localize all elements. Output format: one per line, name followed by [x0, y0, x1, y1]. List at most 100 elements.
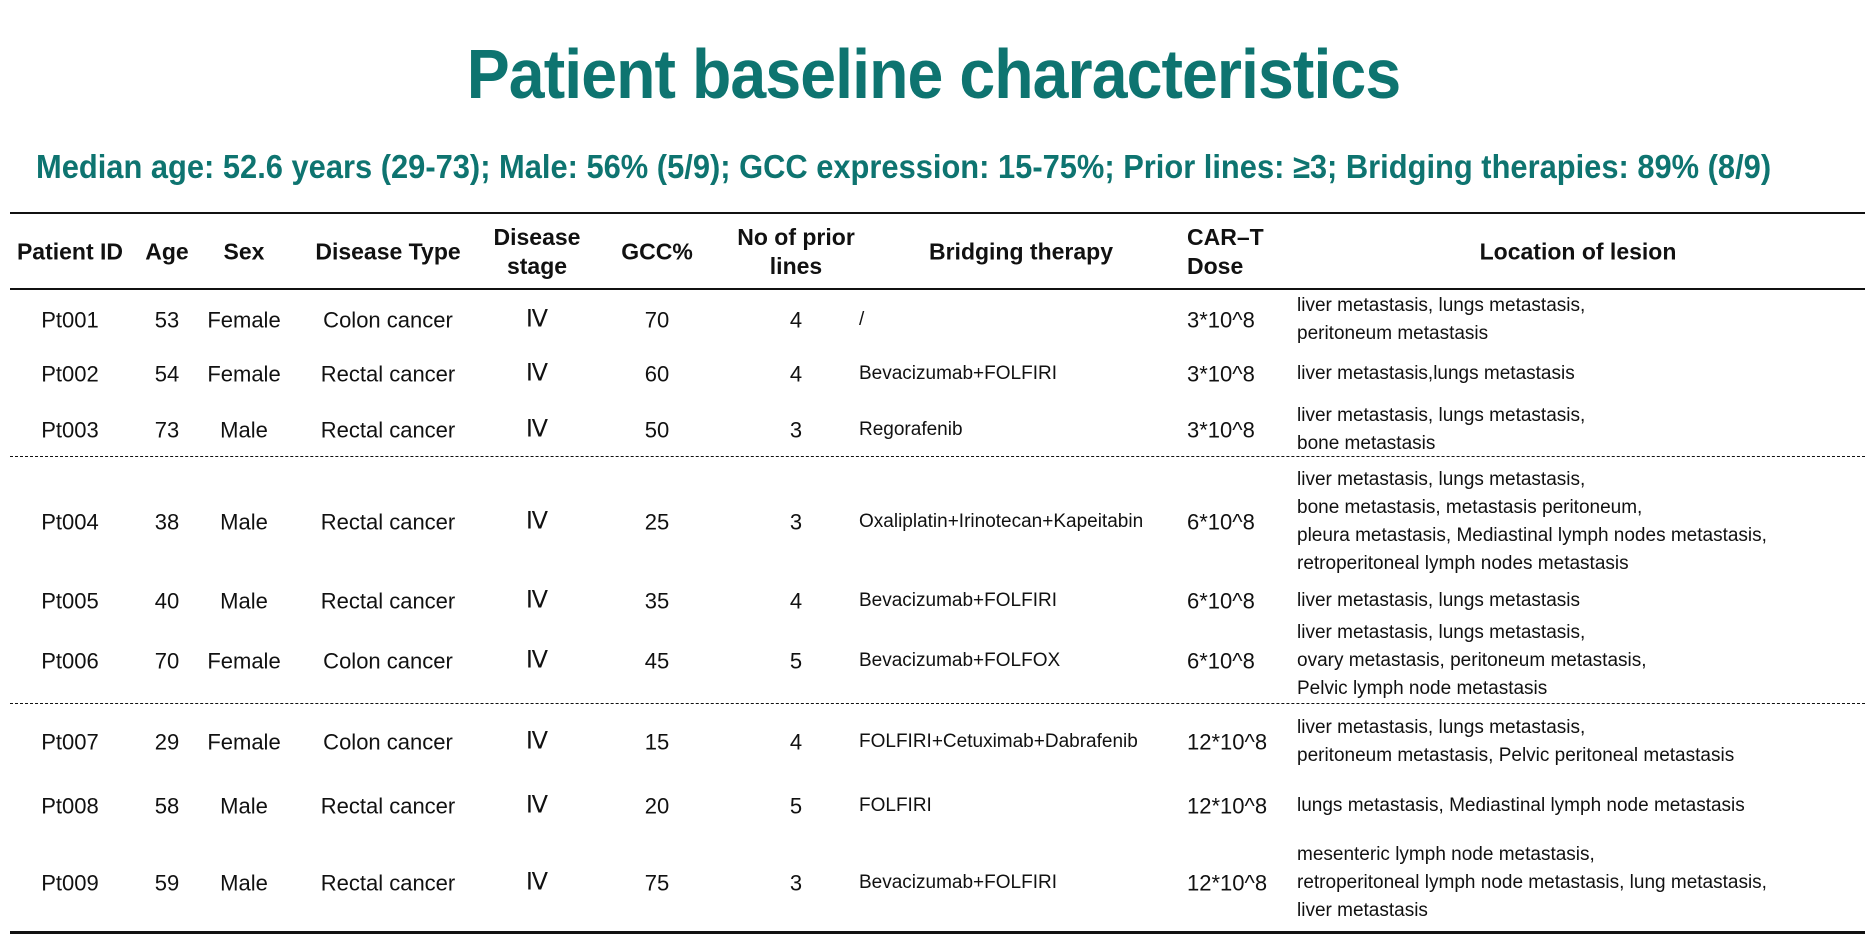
location-line: liver metastasis,lungs metastasis	[1297, 363, 1575, 384]
cell-disease-type: Rectal cancer	[320, 793, 456, 819]
cell-disease-type: Rectal cancer	[320, 509, 456, 535]
cell-sex: Male	[220, 793, 268, 819]
cell-cart-dose: 6*10^8	[1187, 648, 1255, 674]
cell-age: 73	[154, 417, 180, 443]
cell-disease-type: Rectal cancer	[320, 417, 456, 443]
cell-cart-dose: 3*10^8	[1187, 307, 1255, 333]
header-prior-lines-line2: lines	[769, 253, 823, 279]
cell-location-of-lesion: lungs metastasis, Mediastinal lymph node…	[1297, 792, 1745, 820]
table-top-rule	[10, 212, 1865, 214]
cell-prior-lines: 3	[789, 870, 803, 896]
cell-bridging-therapy: Bevacizumab+FOLFIRI	[859, 363, 1057, 384]
cell-sex: Female	[207, 361, 281, 387]
cell-patient-id: Pt002	[41, 361, 99, 387]
cell-sex: Female	[207, 648, 281, 674]
cell-disease-stage: Ⅳ	[525, 869, 549, 896]
cell-disease-type: Colon cancer	[323, 648, 453, 674]
summary-line: Median age: 52.6 years (29-73); Male: 56…	[36, 148, 1772, 185]
cell-sex: Male	[220, 870, 268, 896]
cell-bridging-therapy: Bevacizumab+FOLFOX	[859, 650, 1061, 671]
cell-sex: Female	[207, 307, 281, 333]
cell-age: 58	[154, 793, 180, 819]
cell-disease-type: Rectal cancer	[320, 588, 456, 614]
cell-age: 59	[154, 870, 180, 896]
location-line: pleura metastasis, Mediastinal lymph nod…	[1297, 525, 1767, 546]
cell-prior-lines: 3	[789, 417, 803, 443]
cell-gcc: 45	[644, 648, 670, 674]
cell-disease-stage: Ⅳ	[525, 728, 549, 755]
cell-disease-stage: Ⅳ	[525, 306, 549, 333]
location-line: liver metastasis, lungs metastasis,	[1297, 622, 1586, 643]
cell-patient-id: Pt006	[41, 648, 99, 674]
location-line: bone metastasis	[1297, 433, 1436, 454]
cell-prior-lines: 4	[789, 307, 803, 333]
header-prior-lines: No of prior lines	[737, 223, 855, 281]
cell-sex: Male	[220, 588, 268, 614]
cell-age: 40	[154, 588, 180, 614]
cell-location-of-lesion: liver metastasis, lungs metastasis, bone …	[1297, 466, 1767, 578]
cell-location-of-lesion: liver metastasis, lungs metastasis, ovary…	[1297, 619, 1647, 703]
cell-patient-id: Pt003	[41, 417, 99, 443]
cell-cart-dose: 3*10^8	[1187, 361, 1255, 387]
cell-gcc: 60	[644, 361, 670, 387]
cell-cart-dose: 12*10^8	[1187, 793, 1268, 819]
table-bottom-rule	[10, 931, 1865, 934]
cell-disease-type: Colon cancer	[323, 729, 453, 755]
cell-patient-id: Pt004	[41, 509, 99, 535]
cell-gcc: 50	[644, 417, 670, 443]
cell-cart-dose: 12*10^8	[1187, 870, 1268, 896]
header-location-of-lesion: Location of lesion	[1479, 238, 1677, 265]
location-line: bone metastasis, metastasis peritoneum,	[1297, 497, 1643, 518]
cell-disease-stage: Ⅳ	[525, 508, 549, 535]
header-disease-type: Disease Type	[315, 238, 461, 265]
location-line: liver metastasis, lungs metastasis,	[1297, 717, 1586, 738]
cell-age: 38	[154, 509, 180, 535]
cell-sex: Female	[207, 729, 281, 755]
location-line: retroperitoneal lymph nodes metastasis	[1297, 553, 1629, 574]
cell-sex: Male	[220, 509, 268, 535]
cell-gcc: 25	[644, 509, 670, 535]
cell-prior-lines: 4	[789, 729, 803, 755]
cell-patient-id: Pt009	[41, 870, 99, 896]
cell-cart-dose: 12*10^8	[1187, 729, 1268, 755]
cell-patient-id: Pt007	[41, 729, 99, 755]
location-line: ovary metastasis, peritoneum metastasis,	[1297, 650, 1647, 671]
cell-disease-stage: Ⅳ	[525, 647, 549, 674]
location-line: liver metastasis, lungs metastasis	[1297, 590, 1580, 611]
header-disease-stage-line1: Disease	[493, 224, 581, 250]
cell-disease-type: Colon cancer	[323, 307, 453, 333]
cell-bridging-therapy: Regorafenib	[859, 419, 963, 440]
cell-gcc: 35	[644, 588, 670, 614]
cell-location-of-lesion: liver metastasis, lungs metastasis	[1297, 587, 1580, 615]
header-cart-dose-line1: CAR–T	[1187, 224, 1264, 250]
cell-patient-id: Pt005	[41, 588, 99, 614]
cell-gcc: 70	[644, 307, 670, 333]
group-divider-1	[10, 456, 1865, 457]
cell-bridging-therapy: FOLFIRI+Cetuximab+Dabrafenib	[859, 731, 1138, 752]
header-bottom-rule	[10, 288, 1865, 290]
cell-location-of-lesion: mesenteric lymph node metastasis, retrope…	[1297, 841, 1767, 925]
location-line: mesenteric lymph node metastasis,	[1297, 844, 1595, 865]
cell-location-of-lesion: liver metastasis, lungs metastasis, perit…	[1297, 292, 1585, 348]
cell-location-of-lesion: liver metastasis, lungs metastasis, bone …	[1297, 402, 1585, 458]
cell-cart-dose: 3*10^8	[1187, 417, 1255, 443]
cell-bridging-therapy: Bevacizumab+FOLFIRI	[859, 872, 1057, 893]
group-divider-2	[10, 703, 1865, 704]
header-prior-lines-line1: No of prior	[737, 224, 855, 250]
cell-age: 54	[154, 361, 180, 387]
cell-prior-lines: 4	[789, 588, 803, 614]
cell-disease-type: Rectal cancer	[320, 361, 456, 387]
cell-patient-id: Pt001	[41, 307, 99, 333]
cell-gcc: 20	[644, 793, 670, 819]
location-line: liver metastasis, lungs metastasis,	[1297, 295, 1586, 316]
cell-disease-type: Rectal cancer	[320, 870, 456, 896]
header-cart-dose: CAR–T Dose	[1187, 223, 1264, 281]
cell-location-of-lesion: liver metastasis, lungs metastasis, perit…	[1297, 714, 1734, 770]
cell-prior-lines: 4	[789, 361, 803, 387]
location-line: lungs metastasis, Mediastinal lymph node…	[1297, 795, 1745, 816]
cell-age: 70	[154, 648, 180, 674]
header-cart-dose-line2: Dose	[1187, 253, 1244, 279]
location-line: liver metastasis, lungs metastasis,	[1297, 469, 1586, 490]
cell-cart-dose: 6*10^8	[1187, 588, 1255, 614]
header-bridging-therapy: Bridging therapy	[928, 238, 1114, 265]
